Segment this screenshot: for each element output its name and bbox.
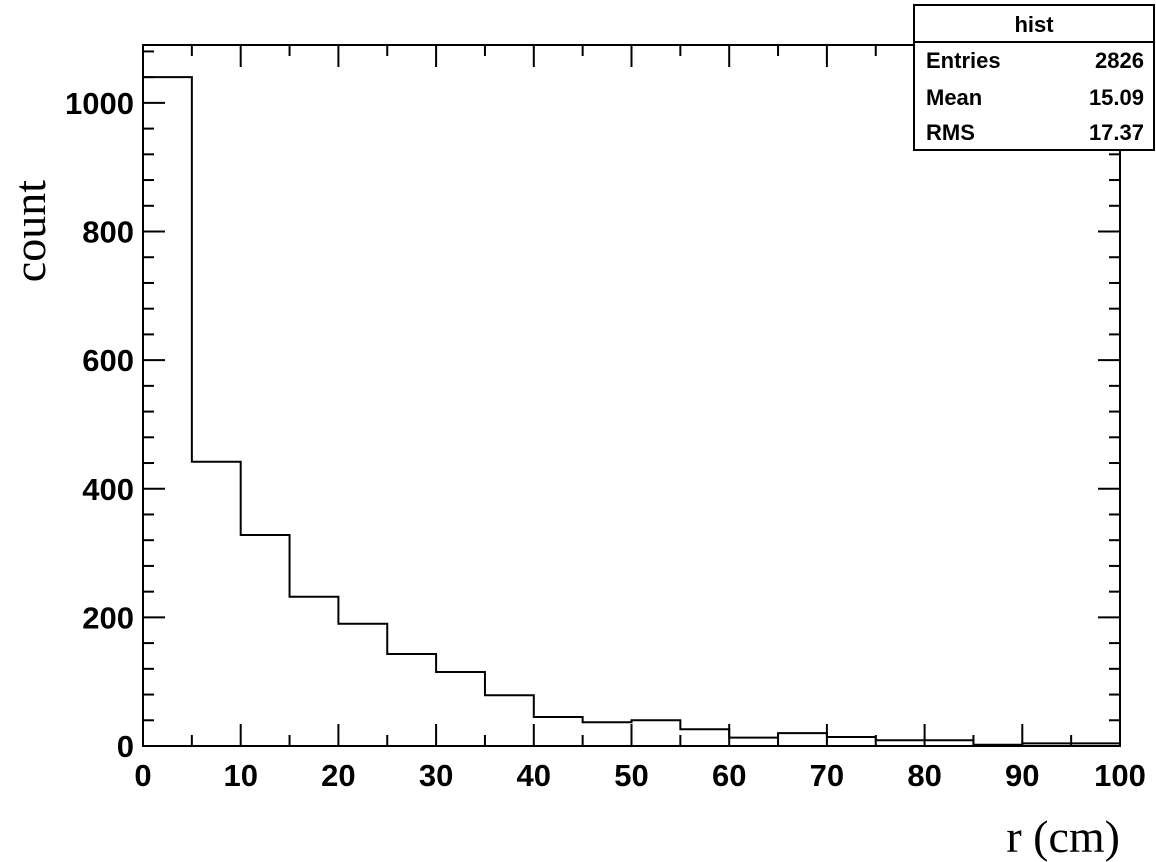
y-tick-label: 800	[82, 215, 134, 250]
y-axis-title: count	[4, 180, 55, 282]
histogram-bin	[827, 737, 876, 746]
histogram-bins	[143, 77, 1120, 746]
y-tick-label: 0	[117, 729, 134, 764]
x-tick-labels: 0 10 20 30 40 50 60 70 80 90 100	[134, 758, 1145, 793]
stats-entries-value: 2826	[1095, 48, 1144, 73]
histogram-bin	[680, 729, 729, 746]
x-tick-label: 0	[134, 758, 151, 793]
x-tick-label: 90	[1005, 758, 1039, 793]
x-tick-label: 60	[712, 758, 746, 793]
y-tick-label: 200	[82, 600, 134, 635]
x-tick-label: 80	[907, 758, 941, 793]
stats-entries-label: Entries	[926, 48, 1001, 73]
y-tick-label: 1000	[65, 86, 134, 121]
stats-rms-value: 17.37	[1089, 120, 1144, 145]
y-tick-label: 600	[82, 343, 134, 378]
histogram-bin	[778, 733, 827, 746]
histogram-bin	[729, 738, 778, 746]
histogram-bin	[632, 720, 681, 746]
x-tick-label: 50	[614, 758, 648, 793]
histogram-bin	[583, 722, 632, 746]
histogram-bin	[387, 654, 436, 746]
histogram-bin	[534, 717, 583, 746]
stats-mean-value: 15.09	[1089, 85, 1144, 110]
histogram-bin	[338, 624, 387, 746]
x-tick-label: 10	[223, 758, 257, 793]
stats-rms-label: RMS	[926, 120, 975, 145]
histogram-bin	[485, 695, 534, 746]
x-tick-label: 20	[321, 758, 355, 793]
stats-box-title: hist	[1014, 12, 1054, 37]
y-tick-label: 400	[82, 472, 134, 507]
stats-mean-label: Mean	[926, 85, 982, 110]
x-tick-label: 40	[517, 758, 551, 793]
stats-box: hist Entries 2826 Mean 15.09 RMS 17.37	[913, 4, 1155, 151]
x-tick-label: 70	[810, 758, 844, 793]
histogram-bin	[241, 535, 290, 746]
histogram-outline	[143, 76, 1120, 746]
x-tick-label: 100	[1094, 758, 1146, 793]
x-tick-label: 30	[419, 758, 453, 793]
histogram-bin	[436, 672, 485, 746]
x-axis-title: r (cm)	[1006, 811, 1120, 862]
histogram-bin	[290, 597, 339, 746]
y-tick-labels: 0 200 400 600 800 1000	[65, 86, 134, 764]
histogram-bin	[192, 462, 241, 746]
stats-box-frame	[913, 4, 1155, 151]
